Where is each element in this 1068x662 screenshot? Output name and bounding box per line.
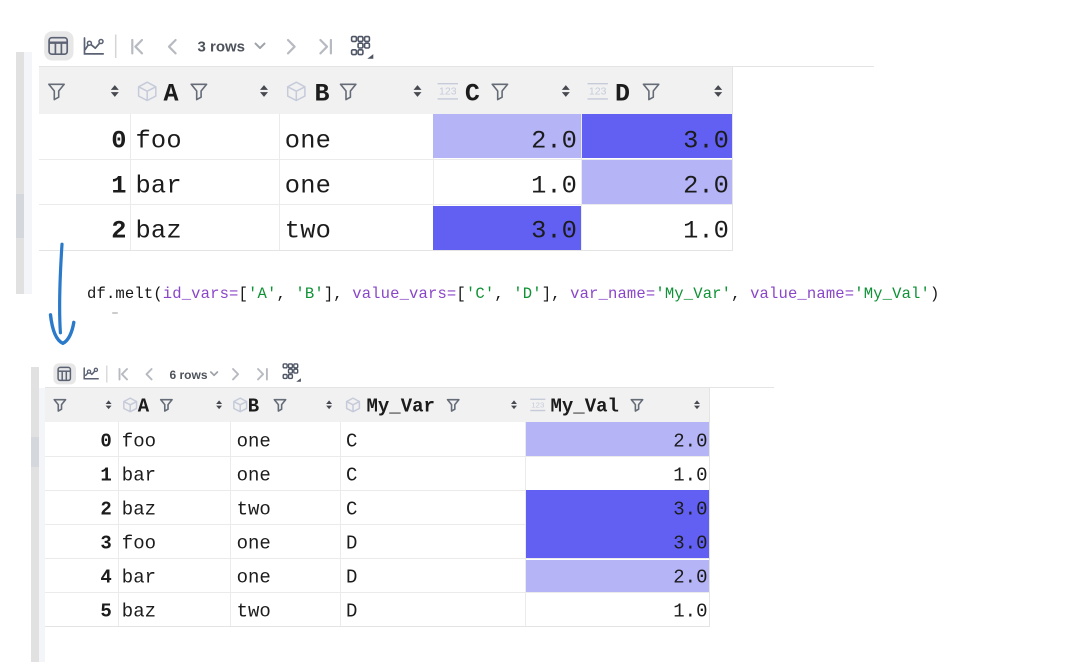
svg-text:123: 123 <box>439 86 457 98</box>
svg-text:123: 123 <box>531 400 544 409</box>
svg-text:123: 123 <box>589 86 607 98</box>
